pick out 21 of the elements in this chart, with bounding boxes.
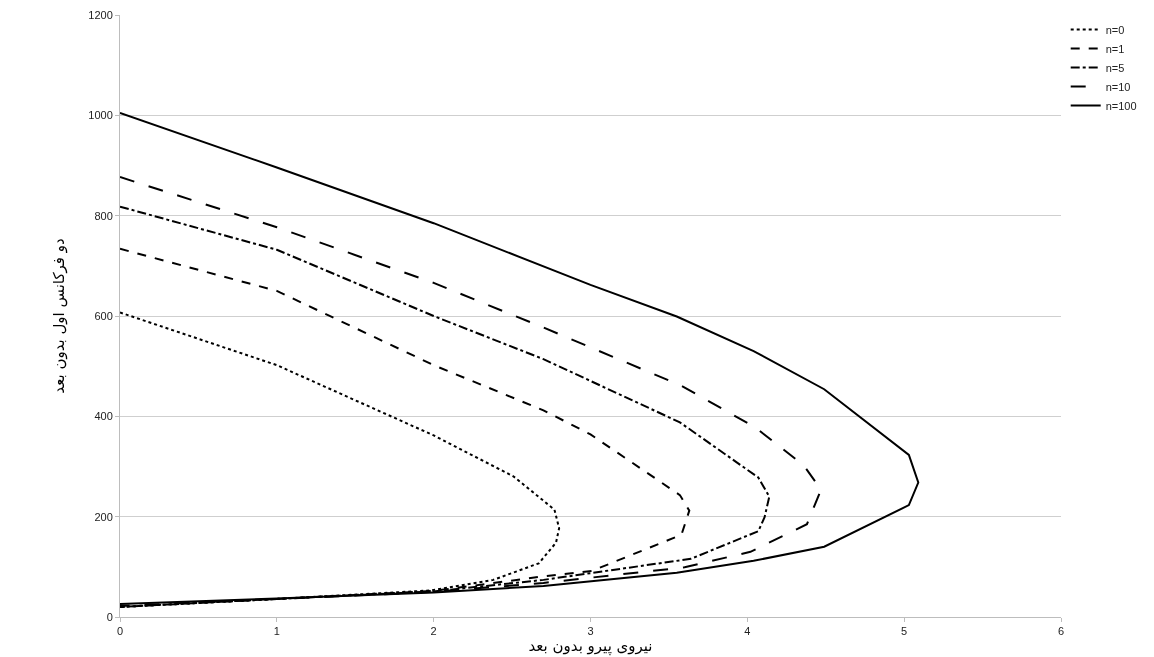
legend-label: n=0 [1105, 23, 1125, 36]
x-tick-label: 5 [901, 625, 908, 638]
y-tick-label: 1200 [88, 8, 113, 21]
x-tick-label: 3 [587, 625, 594, 638]
y-tick-label: 200 [94, 510, 113, 523]
y-tick-label: 0 [106, 610, 113, 623]
legend-label: n=100 [1105, 99, 1137, 112]
x-tick-label: 2 [430, 625, 437, 638]
y-tick-label: 800 [94, 209, 113, 222]
x-axis-title: نیروی پیرو بدون بعد [528, 637, 653, 657]
x-tick-label: 4 [744, 625, 751, 638]
legend-label: n=10 [1105, 80, 1131, 93]
legend-label: n=1 [1105, 42, 1125, 55]
y-tick-label: 1000 [88, 109, 113, 122]
x-tick-label: 6 [1057, 625, 1065, 638]
y-axis-title: دو فرکانس اول بدون بعد [49, 238, 68, 394]
y-tick-label: 600 [94, 309, 113, 322]
x-tick-label: 1 [273, 625, 280, 638]
legend-label: n=5 [1105, 61, 1125, 74]
x-tick-label: 0 [116, 625, 124, 638]
y-tick-label: 400 [94, 410, 113, 423]
